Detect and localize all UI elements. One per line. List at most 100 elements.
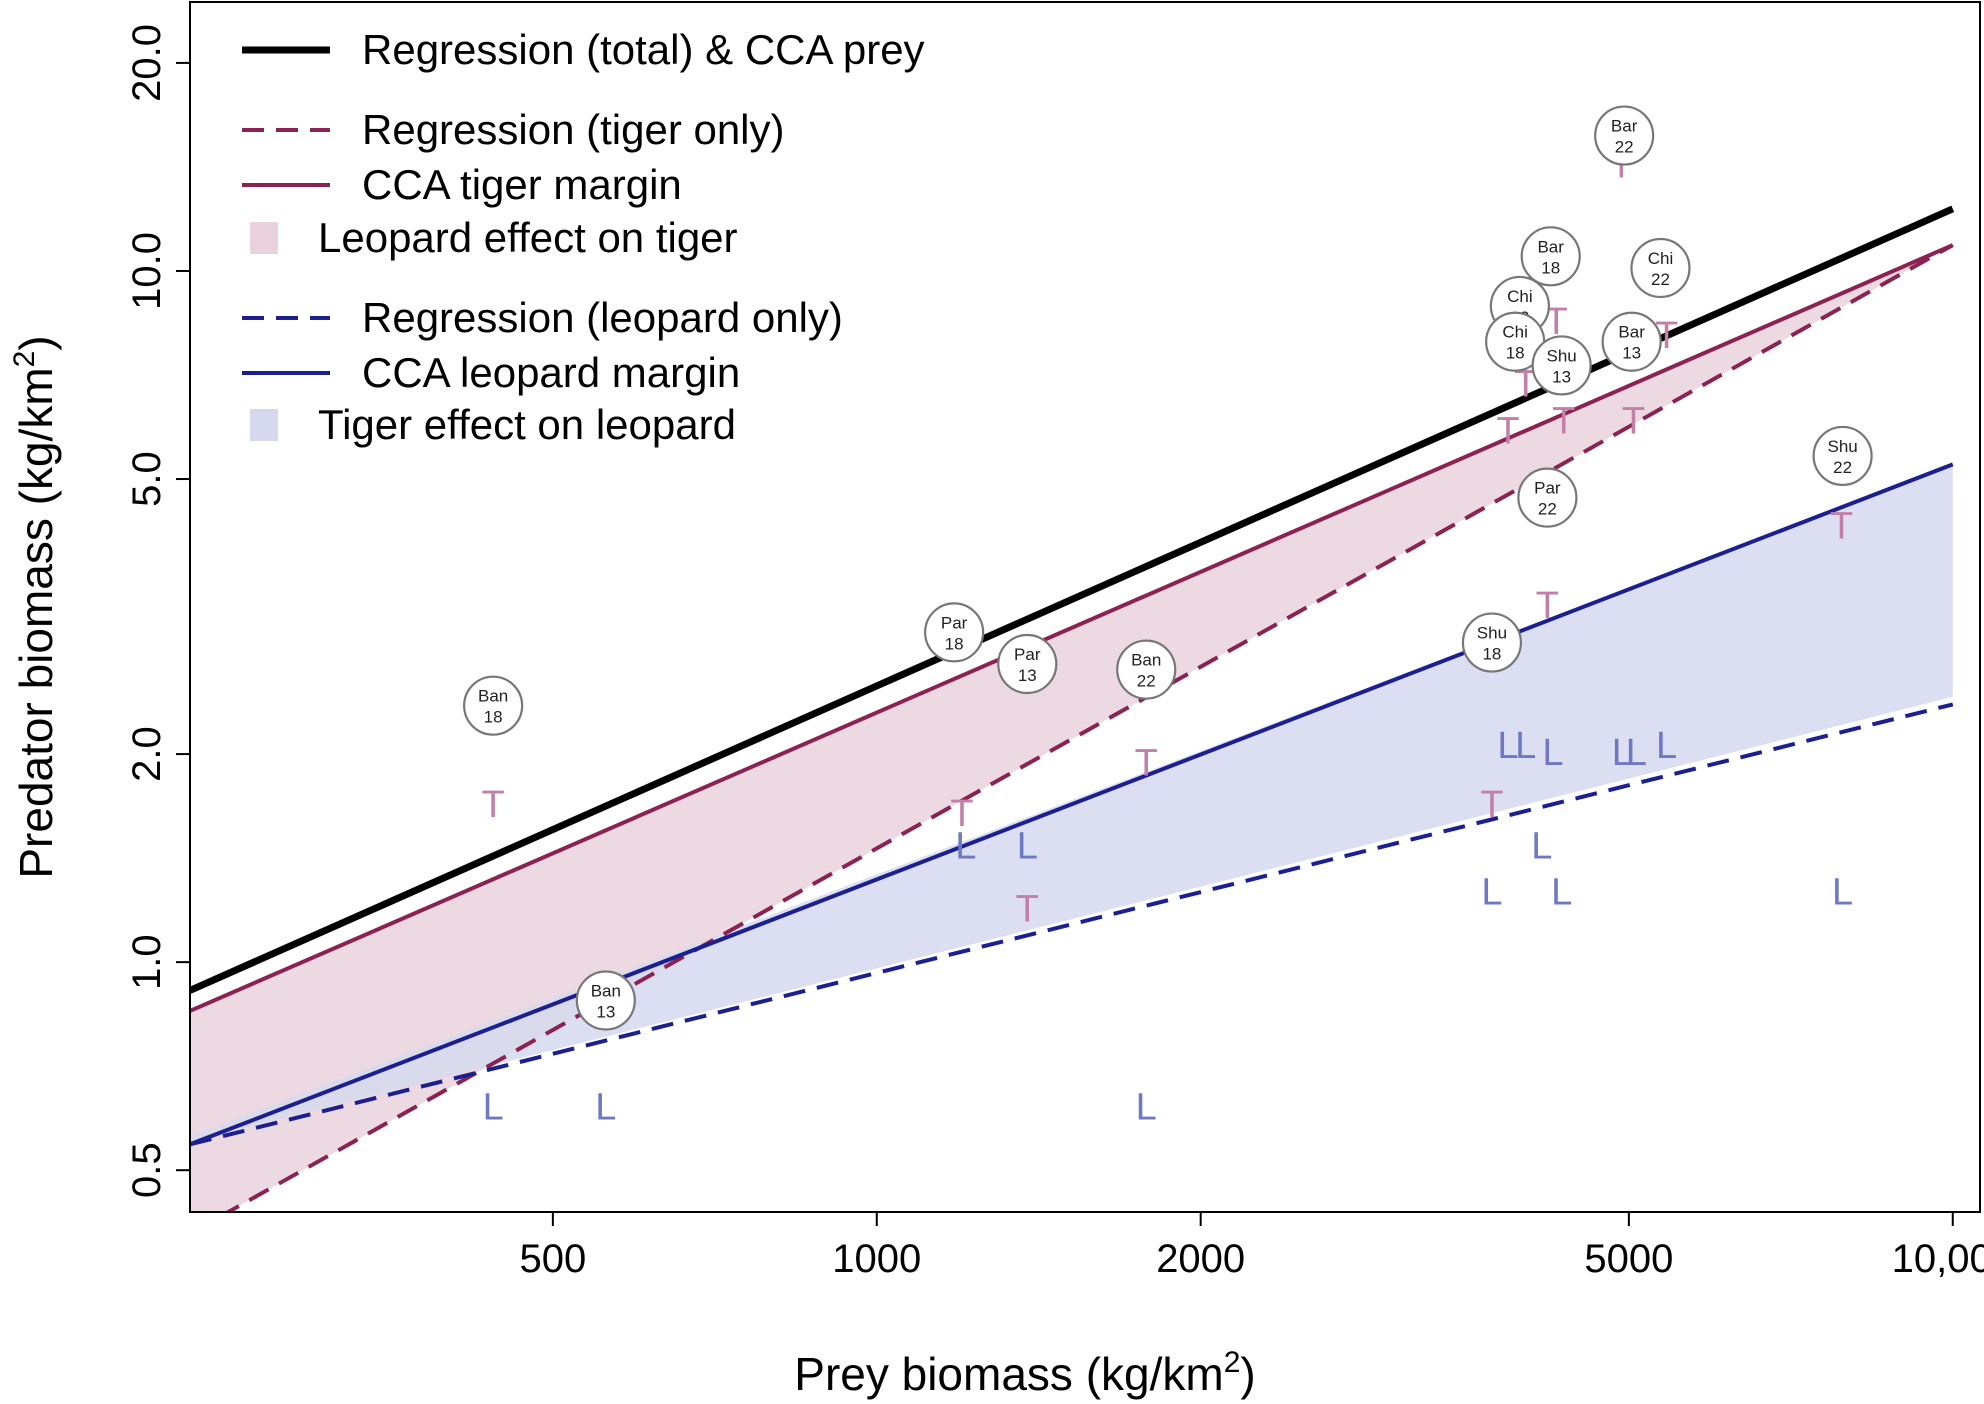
site-circle: [1601, 311, 1662, 372]
leopard-marker: L: [955, 825, 976, 867]
site-circle: [1520, 226, 1581, 287]
site-circle: [1594, 105, 1655, 166]
leopard-marker: L: [483, 1087, 504, 1129]
site-circle: [1116, 639, 1177, 700]
leopard-marker: L: [1136, 1087, 1157, 1129]
site-year: 22: [1615, 138, 1634, 157]
y-tick-label: 10.0: [125, 232, 169, 310]
leopard-marker: L: [1626, 732, 1647, 774]
site-circle: [1812, 425, 1873, 487]
site-circle: [1630, 237, 1691, 299]
plot-frame: [189, 1, 1981, 1213]
tiger-marker: T: [1830, 505, 1853, 547]
x-axis: 500 1000 2000 5000 10,000: [519, 1212, 1984, 1281]
site-name: Par: [941, 613, 968, 632]
y-tick-label: 1.0: [125, 934, 169, 990]
tiger-marker: T: [1545, 301, 1568, 343]
y-tick-label: 0.5: [125, 1142, 169, 1198]
y-axis: 0.5 1.0 2.0 5.0 10.0 20.0: [125, 24, 190, 1198]
site-year: 22: [1651, 270, 1670, 289]
y-axis-title: Predator biomass (kg/km2): [8, 335, 62, 878]
legend-label-3: Leopard effect on tiger: [318, 214, 738, 261]
legend-swatch-3: [250, 222, 278, 254]
site-year: 18: [945, 634, 964, 653]
site-name: Bar: [1537, 237, 1564, 256]
legend-label-4: Regression (leopard only): [362, 294, 843, 341]
tiger-marker: T: [950, 793, 973, 835]
leopard-marker: L: [595, 1087, 616, 1129]
site-name: Chi: [1648, 249, 1674, 268]
site-name: Shu: [1827, 437, 1857, 456]
tiger-marker: T: [1135, 743, 1158, 785]
series-line-2: [190, 243, 1954, 1013]
site-year: 22: [1137, 672, 1156, 691]
site-year: 18: [1482, 645, 1501, 664]
y-tick-label: 20.0: [125, 24, 169, 102]
tiger-marker: T: [1552, 400, 1575, 442]
legend-swatch-6: [250, 409, 278, 441]
legend-label-1: Regression (tiger only): [362, 106, 785, 153]
x-tick-label: 500: [519, 1237, 586, 1281]
site-circle: [924, 602, 985, 663]
site-circle: [1531, 335, 1592, 396]
series-line-3: [190, 702, 1954, 1147]
leopard-marker: L: [1542, 732, 1563, 774]
site-year: 18: [1541, 258, 1560, 277]
site-circle: [463, 675, 524, 736]
series-line-4: [190, 462, 1954, 1147]
site-name: Ban: [478, 687, 508, 706]
leopard-marker: L: [1515, 725, 1536, 767]
site-labels: Bar 22 Bar 18 Chi 22 Chi 13 Chi 18 Bar 13 Shu 13 Shu 22…: [463, 105, 1873, 1031]
legend-label-0: Regression (total) & CCA prey: [362, 26, 925, 73]
tiger-marker: T: [1514, 363, 1537, 405]
tiger-marker: T: [1622, 400, 1645, 442]
tiger-marker: T: [482, 784, 505, 826]
site-circle: [575, 970, 636, 1031]
site-name: Chi: [1502, 323, 1528, 342]
site-year: 22: [1833, 458, 1852, 477]
tiger-marker: T: [1480, 784, 1503, 826]
leopard-marker: L: [1612, 732, 1633, 774]
leopard-marker: L: [1497, 725, 1518, 767]
site-name: Ban: [1131, 651, 1161, 670]
site-name: Bar: [1611, 117, 1638, 136]
site-name: Shu: [1547, 346, 1577, 365]
site-circle: [997, 633, 1058, 695]
tiger-marker: T: [1016, 888, 1039, 930]
x-tick-label: 2000: [1156, 1237, 1245, 1281]
leopard-marker: L: [1531, 825, 1552, 867]
site-year: 13: [596, 1003, 615, 1022]
x-axis-title: Prey biomass (kg/km2): [794, 1346, 1255, 1400]
leopard-marker: L: [1656, 725, 1677, 767]
legend: Regression (total) & CCA prey Regression …: [242, 26, 925, 448]
leopard-marker: L: [1551, 871, 1572, 913]
legend-label-5: CCA leopard margin: [362, 349, 740, 396]
site-year: 13: [1622, 344, 1641, 363]
site-year: 13: [1018, 666, 1037, 685]
legend-label-2: CCA tiger margin: [362, 161, 682, 208]
tiger-marker: T: [1496, 410, 1519, 452]
site-name: Par: [1534, 479, 1561, 498]
y-tick-label: 5.0: [125, 451, 169, 507]
leopard-marker: L: [1017, 825, 1038, 867]
site-name: Shu: [1477, 624, 1507, 643]
site-name: Chi: [1507, 287, 1533, 306]
site-name: Bar: [1618, 323, 1645, 342]
x-tick-label: 5000: [1584, 1237, 1673, 1281]
tiger-marker: T: [1536, 585, 1559, 627]
site-year: 18: [484, 708, 503, 727]
site-circle: [1461, 612, 1523, 673]
y-tick-label: 2.0: [125, 726, 169, 782]
site-circle: [1517, 467, 1578, 528]
legend-label-6: Tiger effect on leopard: [318, 401, 736, 448]
x-tick-label: 10,000: [1892, 1237, 1984, 1281]
leopard-marker: L: [1832, 871, 1853, 913]
x-tick-label: 1000: [832, 1237, 921, 1281]
series-line-1: [224, 243, 1954, 1212]
site-name: Ban: [591, 982, 621, 1001]
site-year: 13: [1552, 367, 1571, 386]
leopard-marker: L: [1481, 871, 1502, 913]
site-name: Par: [1014, 645, 1041, 664]
